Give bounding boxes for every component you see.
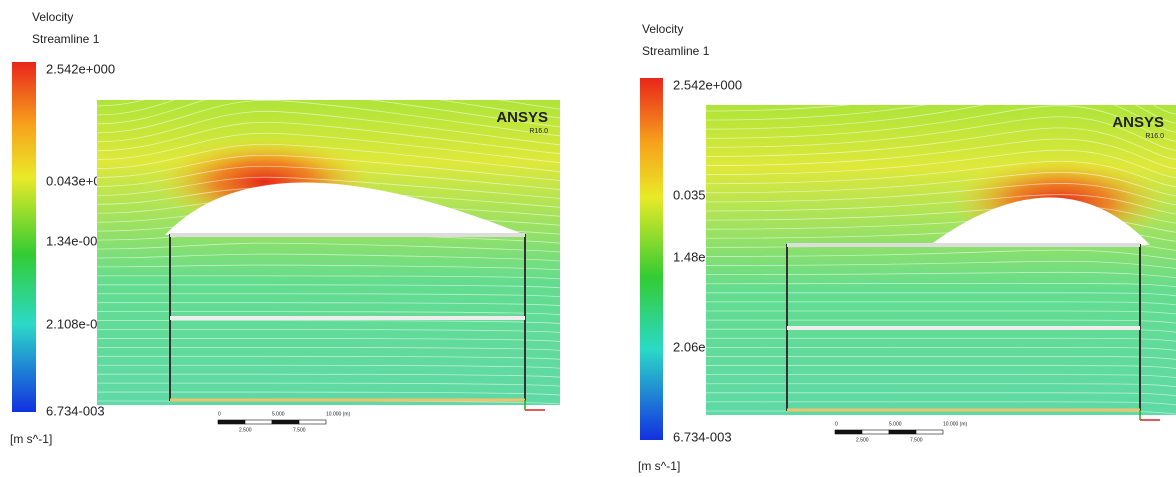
- streamline: [706, 319, 1176, 324]
- legend-label: 6.734-003: [46, 403, 105, 418]
- scale-segment: [915, 429, 944, 435]
- streamline: [705, 249, 1176, 260]
- scale-segment: [271, 419, 300, 425]
- streamline: [705, 94, 1176, 133]
- streamline: [97, 320, 561, 324]
- logo: ANSYS: [1112, 114, 1164, 131]
- scale-segment: [298, 419, 327, 425]
- flow-field: [706, 105, 1176, 415]
- streamline: [97, 284, 561, 289]
- streamline: [96, 176, 561, 199]
- streamline: [705, 116, 1176, 151]
- streamline: [96, 121, 561, 155]
- streamline: [96, 66, 561, 110]
- streamline: [97, 311, 561, 316]
- streamline: [705, 260, 1176, 269]
- streamline: [96, 88, 561, 128]
- streamline: [97, 293, 561, 298]
- streamline: [706, 292, 1176, 297]
- streamline: [706, 346, 1176, 351]
- scale-label: 10.000 (m): [326, 411, 351, 417]
- legend-label: 6.734-003: [673, 429, 732, 444]
- streamline: [706, 356, 1176, 360]
- logo-version: R16.0: [529, 128, 548, 135]
- streamline: [97, 338, 561, 342]
- legend-title: Velocity: [32, 10, 73, 24]
- streamline: [96, 275, 561, 280]
- streamline: [96, 355, 561, 360]
- obstacle: [165, 182, 525, 235]
- scale-segment: [888, 429, 917, 435]
- scale-segment: [244, 419, 273, 425]
- scale-label: 0: [218, 411, 221, 417]
- streamline: [96, 132, 561, 164]
- scale-segment: [861, 429, 890, 435]
- legend-units: [m s^-1]: [10, 432, 52, 446]
- scale-label: 5.000: [272, 411, 285, 417]
- streamline: [96, 154, 561, 181]
- streamline: [705, 171, 1176, 197]
- streamline: [706, 301, 1176, 306]
- scale-label: 2.500: [856, 437, 869, 443]
- streamline: [705, 105, 1176, 142]
- legend-subtitle: Streamline 1: [32, 32, 100, 46]
- streamline: [706, 337, 1176, 342]
- streamline: [97, 364, 561, 369]
- streamline: [96, 253, 561, 262]
- streamline: [706, 365, 1176, 369]
- streamline: [96, 143, 561, 172]
- streamline: [97, 346, 561, 351]
- scale-segment: [834, 429, 863, 435]
- streamline: [705, 194, 1176, 215]
- legend-label: 2.542e+000: [46, 61, 115, 76]
- logo-version: R16.0: [1145, 133, 1164, 140]
- streamline: [705, 83, 1176, 124]
- streamline: [97, 391, 561, 396]
- scale-label: 0: [835, 421, 838, 427]
- legend-label: 2.108e-001: [46, 316, 112, 331]
- streamline: [705, 283, 1176, 288]
- obstacle: [930, 197, 1150, 245]
- legend-title: Velocity: [642, 22, 683, 36]
- streamline: [705, 183, 1176, 206]
- scale-label: 7.500: [293, 427, 306, 433]
- logo: ANSYS: [496, 109, 548, 126]
- streamline: [96, 264, 561, 271]
- streamline: [705, 138, 1176, 169]
- scale-segment: [217, 419, 246, 425]
- legend-units: [m s^-1]: [638, 459, 680, 473]
- scale-label: 2.500: [239, 427, 252, 433]
- streamline: [706, 401, 1176, 406]
- streamline: [706, 383, 1176, 388]
- streamline: [96, 99, 561, 137]
- streamline: [705, 160, 1176, 188]
- streamline: [96, 329, 561, 333]
- legend-label: 1.34e-001: [46, 233, 105, 248]
- legend-label: 2.542e+000: [673, 77, 742, 92]
- scale-label: 10.000 (m): [943, 421, 968, 427]
- streamline: [96, 165, 561, 190]
- streamline: [96, 77, 561, 119]
- streamline: [96, 373, 561, 378]
- streamline: [96, 382, 561, 387]
- streamline: [706, 310, 1176, 315]
- streamline: [706, 374, 1176, 379]
- streamline: [705, 71, 1176, 115]
- streamline: [96, 110, 561, 146]
- streamline: [96, 242, 561, 253]
- streamline: [705, 149, 1176, 179]
- streamline: [97, 302, 561, 307]
- streamline: [706, 392, 1176, 397]
- legend-subtitle: Streamline 1: [642, 44, 710, 58]
- scale-label: 5.000: [889, 421, 902, 427]
- color-bar: [12, 62, 36, 412]
- color-bar: [640, 78, 663, 440]
- scale-label: 7.500: [910, 437, 923, 443]
- streamline: [705, 271, 1176, 279]
- streamline: [705, 127, 1176, 160]
